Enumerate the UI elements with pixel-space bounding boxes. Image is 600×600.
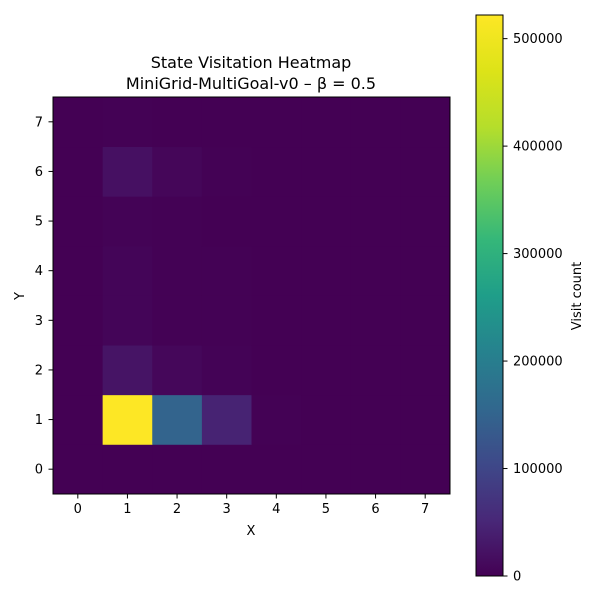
colorbar-tick-label: 400000 (513, 140, 563, 155)
colorbar-tick-label: 100000 (513, 462, 563, 477)
heatmap-cell (400, 444, 451, 495)
heatmap-cell (251, 97, 302, 148)
colorbar-tick-label: 0 (513, 570, 521, 585)
colorbar (475, 14, 504, 577)
x-tick-label: 1 (123, 502, 131, 517)
heatmap-cell (152, 97, 203, 148)
heatmap-cell (152, 394, 203, 445)
heatmap-cell (152, 295, 203, 346)
heatmap-cell (152, 146, 203, 197)
heatmap-cell (251, 295, 302, 346)
chart-subtitle: MiniGrid-MultiGoal-v0 – β = 0.5 (126, 74, 376, 93)
plot-frame (52, 96, 451, 495)
y-tick-label: 6 (35, 165, 43, 180)
heatmap-cell (53, 295, 104, 346)
heatmap-cell (201, 394, 252, 445)
heatmap-cell (201, 245, 252, 296)
heatmap-cell (152, 444, 203, 495)
heatmap-cell (201, 146, 252, 197)
heatmap-cell (301, 97, 352, 148)
heatmap-cell (400, 394, 451, 445)
colorbar-tick-label: 200000 (513, 355, 563, 370)
heatmap-cell (251, 394, 302, 445)
x-tick-label: 2 (173, 502, 181, 517)
colorbar-tick-label: 500000 (513, 32, 563, 47)
heatmap-cell (152, 345, 203, 396)
heatmap-cell (102, 97, 153, 148)
colorbar-label: Visit count (570, 262, 585, 331)
heatmap-cell (400, 245, 451, 296)
heatmap-cell (102, 146, 153, 197)
heatmap-cell (400, 196, 451, 247)
heatmap-cell (152, 196, 203, 247)
heatmap-cell (53, 245, 104, 296)
heatmap-cell (102, 394, 153, 445)
heatmap-cell (251, 196, 302, 247)
heatmap-cell (400, 97, 451, 148)
x-tick-label: 6 (371, 502, 379, 517)
heatmap-cell (251, 245, 302, 296)
heatmap-cell (53, 444, 104, 495)
colorbar-tick-label: 300000 (513, 247, 563, 262)
heatmap-cell (350, 146, 401, 197)
y-tick-label: 1 (35, 413, 43, 428)
heatmap-cell (251, 345, 302, 396)
y-tick-label: 4 (35, 264, 43, 279)
heatmap-cell (201, 97, 252, 148)
heatmap-cell (400, 345, 451, 396)
y-tick-label: 2 (35, 363, 43, 378)
heatmap-cell (350, 196, 401, 247)
x-axis-label: X (247, 524, 256, 539)
heatmap-cell (251, 146, 302, 197)
heatmap-cell (400, 146, 451, 197)
heatmap-cell (201, 444, 252, 495)
heatmap-cell (152, 245, 203, 296)
heatmap-cell (301, 146, 352, 197)
x-tick-label: 4 (272, 502, 280, 517)
y-axis-ticks: 0 1 2 3 4 5 6 7 (35, 115, 53, 478)
x-tick-label: 5 (322, 502, 330, 517)
y-tick-label: 5 (35, 215, 43, 230)
y-tick-label: 3 (35, 314, 43, 329)
heatmap-cell (301, 394, 352, 445)
heatmap-cell (301, 196, 352, 247)
chart-title: State Visitation Heatmap (151, 53, 352, 72)
heatmap-cell (102, 295, 153, 346)
heatmap-cell (102, 245, 153, 296)
heatmap-cell (400, 295, 451, 346)
heatmap-cell (350, 444, 401, 495)
x-tick-label: 0 (74, 502, 82, 517)
heatmap-cell (53, 394, 104, 445)
heatmap-cell (251, 444, 302, 495)
heatmap-cell (301, 345, 352, 396)
heatmap-cell (53, 146, 104, 197)
heatmap-cell (350, 245, 401, 296)
heatmap-cell (201, 295, 252, 346)
heatmap-cell (350, 97, 401, 148)
heatmap-cell (53, 97, 104, 148)
x-tick-label: 3 (223, 502, 231, 517)
heatmap-cell (301, 444, 352, 495)
heatmap-cells (53, 97, 451, 495)
heatmap-cell (350, 394, 401, 445)
heatmap-cell (201, 345, 252, 396)
heatmap-cell (102, 444, 153, 495)
y-tick-label: 7 (35, 115, 43, 130)
heatmap-cell (53, 345, 104, 396)
y-axis-label: Y (13, 292, 28, 301)
heatmap-cell (201, 196, 252, 247)
colorbar-ticks: 0 100000 200000 300000 400000 500000 (503, 32, 563, 585)
x-tick-label: 7 (421, 502, 429, 517)
heatmap-cell (301, 295, 352, 346)
heatmap-cell (350, 295, 401, 346)
heatmap-cell (53, 196, 104, 247)
x-axis-ticks: 0 1 2 3 4 5 6 7 (74, 494, 429, 517)
heatmap-cell (350, 345, 401, 396)
heatmap-cell (301, 245, 352, 296)
y-tick-label: 0 (35, 463, 43, 478)
heatmap-cell (102, 196, 153, 247)
heatmap-cell (102, 345, 153, 396)
